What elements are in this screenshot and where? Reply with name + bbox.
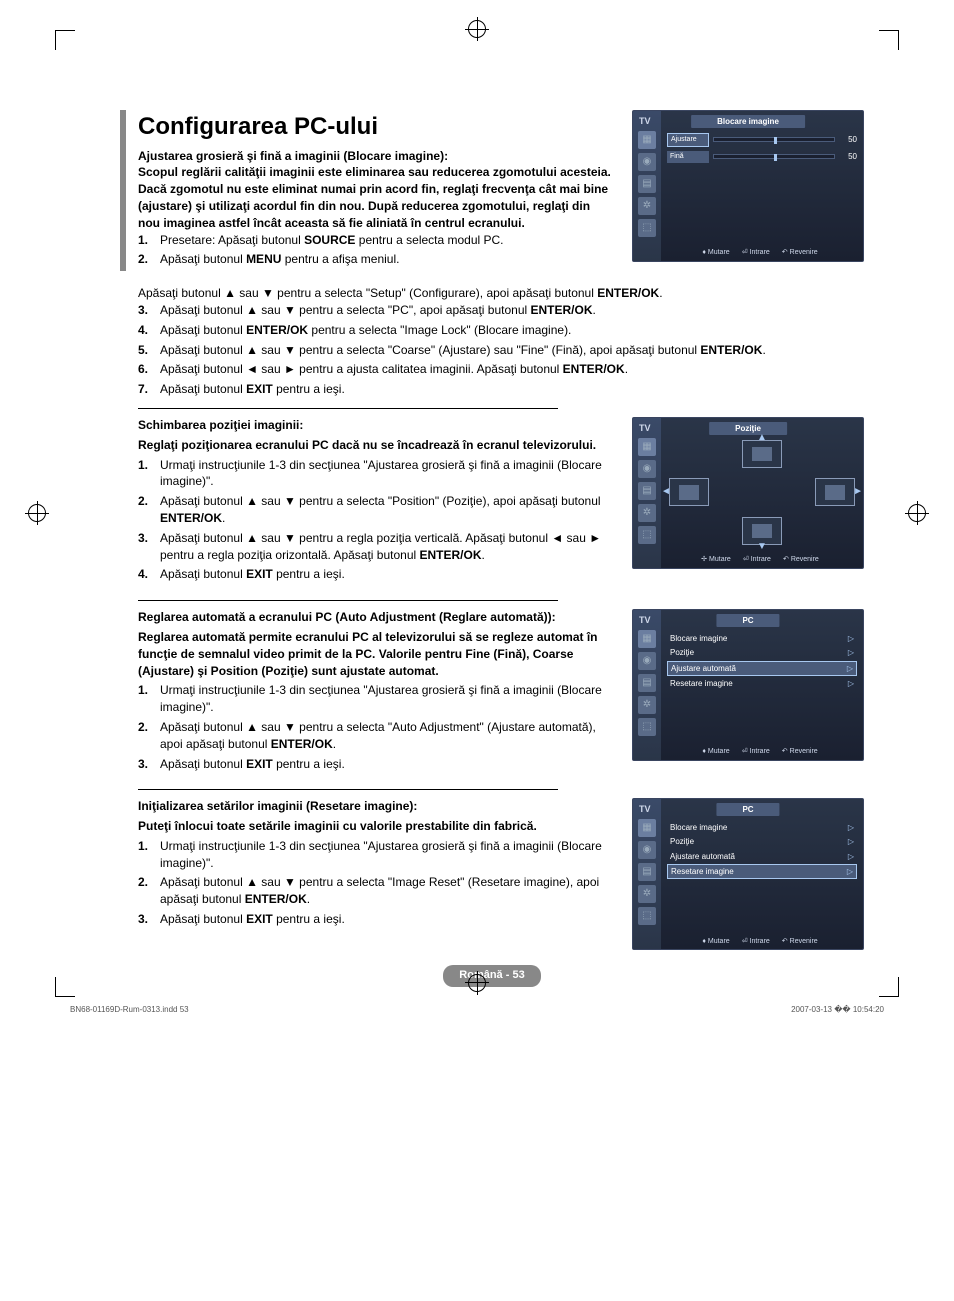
- s2-step2: Apăsaţi butonul ▲ sau ▼ pentru a selecta…: [160, 493, 612, 527]
- menu-item: Poziţie▷: [667, 835, 857, 848]
- s1-step5: Apăsaţi butonul ▲ sau ▼ pentru a selecta…: [160, 342, 766, 359]
- s2-step1: Urmaţi instrucţiunile 1-3 din secţiunea …: [160, 457, 612, 491]
- menu-item: Ajustare automată▷: [667, 850, 857, 863]
- s3-step1: Urmaţi instrucţiunile 1-3 din secţiunea …: [160, 682, 612, 716]
- s2-step4: Apăsaţi butonul EXIT pentru a ieşi.: [160, 566, 345, 583]
- menu-item: Ajustare automată▷: [667, 661, 857, 676]
- intro-1: Ajustarea grosieră şi fină a imaginii (B…: [138, 148, 612, 165]
- page-title: Configurarea PC-ului: [138, 110, 612, 144]
- input-icon: ⬚: [638, 219, 656, 237]
- osd-position: TV Poziţie ▦◉▤✲⬚ ▲ ◄ ► ▼ ✢ Mutare⏎ Intra…: [632, 417, 864, 569]
- s4-step3: Apăsaţi butonul EXIT pentru a ieşi.: [160, 911, 345, 928]
- s3-step2: Apăsaţi butonul ▲ sau ▼ pentru a selecta…: [160, 719, 612, 753]
- channel-icon: ▤: [638, 175, 656, 193]
- s1-step4: Apăsaţi butonul ENTER/OK pentru a select…: [160, 322, 571, 339]
- osd-pc-reset: TV PC ▦◉▤✲⬚ Blocare imagine▷Poziţie▷Ajus…: [632, 798, 864, 950]
- s4-step1: Urmaţi instrucţiunile 1-3 din secţiunea …: [160, 838, 612, 872]
- menu-item: Resetare imagine▷: [667, 864, 857, 879]
- osd-image-lock: TV Blocare imagine ▦ ◉ ▤ ✲ ⬚ Ajustare50 …: [632, 110, 864, 262]
- s1-step1: Presetare: Apăsaţi butonul SOURCE pentru…: [160, 232, 504, 249]
- s1-step2: Apăsaţi butonul MENU pentru a afişa meni…: [160, 251, 399, 268]
- s1-line-after-2: Apăsaţi butonul ▲ sau ▼ pentru a selecta…: [138, 285, 864, 302]
- sec4-head2: Puteţi înlocui toate setările imaginii c…: [138, 818, 612, 835]
- sec3-head2: Reglarea automată permite ecranului PC a…: [138, 629, 612, 679]
- s3-step3: Apăsaţi butonul EXIT pentru a ieşi.: [160, 756, 345, 773]
- menu-item: Poziţie▷: [667, 646, 857, 659]
- s1-step7: Apăsaţi butonul EXIT pentru a ieşi.: [160, 381, 345, 398]
- menu-item: Blocare imagine▷: [667, 632, 857, 645]
- menu-item: Resetare imagine▷: [667, 677, 857, 690]
- sec3-head1: Reglarea automată a ecranului PC (Auto A…: [138, 609, 612, 626]
- setup-icon: ✲: [638, 197, 656, 215]
- sec2-head2: Reglaţi poziţionarea ecranului PC dacă n…: [138, 437, 612, 454]
- s1-step6: Apăsaţi butonul ◄ sau ► pentru a ajusta …: [160, 361, 628, 378]
- page-number-badge: Română - 53: [443, 965, 540, 986]
- osd-pc-auto: TV PC ▦◉▤✲⬚ Blocare imagine▷Poziţie▷Ajus…: [632, 609, 864, 761]
- picture-icon: ▦: [638, 131, 656, 149]
- intro-3: Dacă zgomotul nu este eliminat numai pri…: [138, 181, 612, 231]
- s1-step3: Apăsaţi butonul ▲ sau ▼ pentru a selecta…: [160, 302, 596, 319]
- s4-step2: Apăsaţi butonul ▲ sau ▼ pentru a selecta…: [160, 874, 612, 908]
- menu-item: Blocare imagine▷: [667, 821, 857, 834]
- sec2-head1: Schimbarea poziţiei imaginii:: [138, 417, 612, 434]
- intro-2: Scopul reglării calităţii imaginii este …: [138, 164, 612, 181]
- sound-icon: ◉: [638, 153, 656, 171]
- footer-timestamp: 2007-03-13 �� 10:54:20: [791, 1004, 884, 1015]
- footer-filename: BN68-01169D-Rum-0313.indd 53: [70, 1004, 189, 1015]
- sec4-head1: Iniţializarea setărilor imaginii (Reseta…: [138, 798, 612, 815]
- s2-step3: Apăsaţi butonul ▲ sau ▼ pentru a regla p…: [160, 530, 612, 564]
